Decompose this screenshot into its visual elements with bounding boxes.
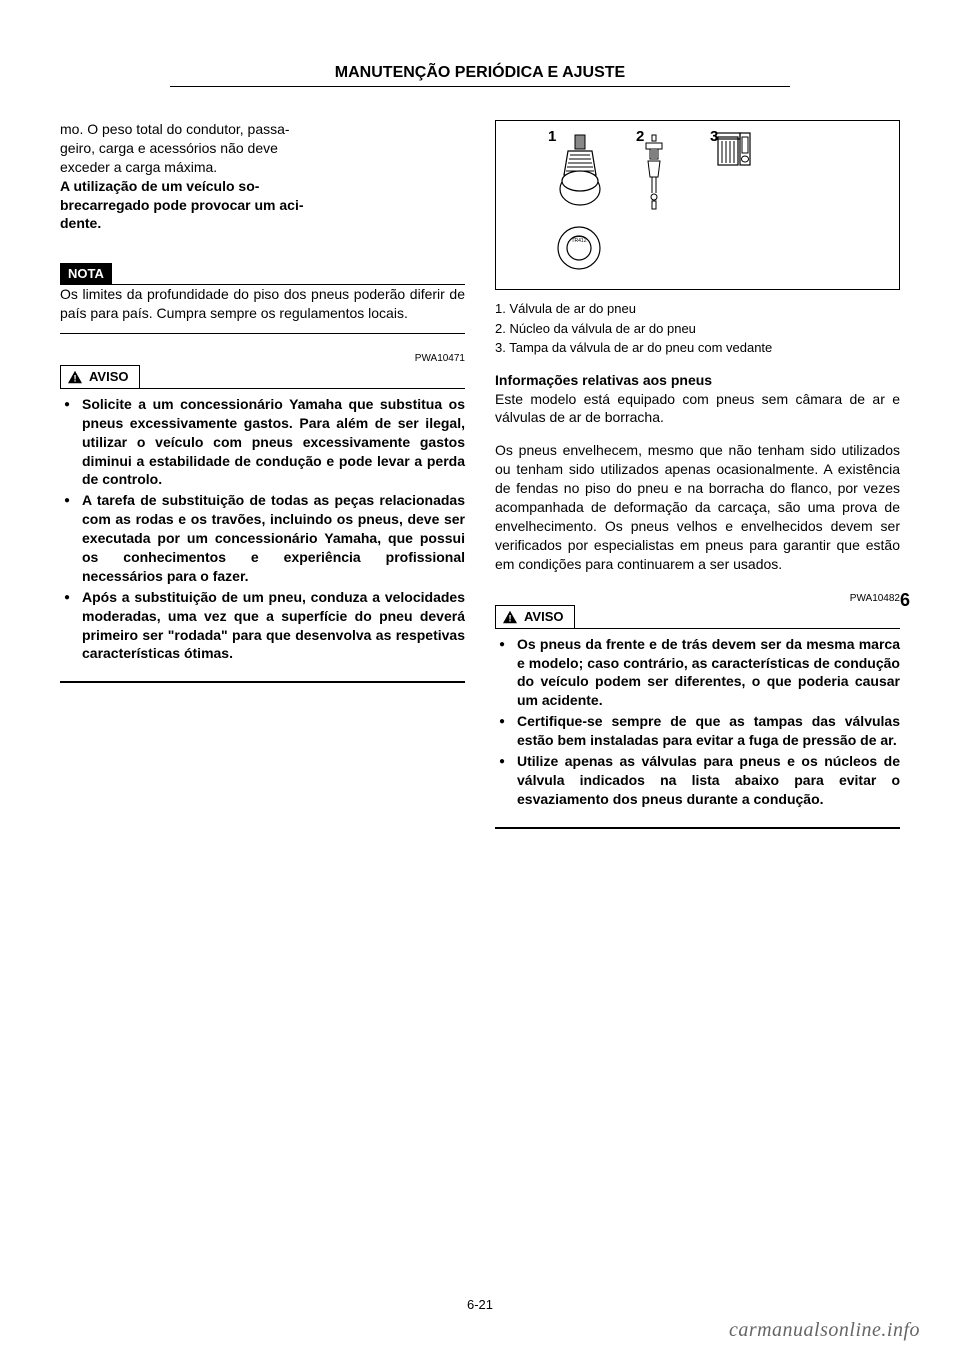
figure-caption-line: 3. Tampa da válvula de ar do pneu com ve… — [495, 339, 900, 357]
body-text: geiro, carga e acessórios não deve — [60, 139, 465, 158]
aviso-item: Solicite a um concessionário Yamaha que … — [82, 395, 465, 489]
aviso-end-rule — [495, 827, 900, 829]
content-columns: mo. O peso total do condutor, passa- gei… — [60, 120, 900, 829]
page-title: MANUTENÇÃO PERIÓDICA E AJUSTE — [0, 64, 960, 82]
body-text: brecarregado pode provocar um aci- — [60, 196, 465, 215]
aviso-label: ! AVISO — [495, 605, 575, 629]
aviso-block: PWA10482 ! AVISO Os pneus da frente e de… — [495, 592, 900, 829]
aviso-item: Utilize apenas as válvulas para pneus e … — [517, 752, 900, 809]
body-text: dente. — [60, 214, 465, 233]
footer-watermark: carmanualsonline.info — [729, 1319, 920, 1342]
body-text: exceder a carga máxima. — [60, 158, 465, 177]
right-column: 1 2 3 TR412 — [495, 120, 900, 829]
nota-label: NOTA — [60, 263, 112, 285]
aviso-block: PWA10471 ! AVISO Solicite a um concessio… — [60, 352, 465, 684]
aviso-code: PWA10482 — [495, 592, 900, 606]
aviso-list: Solicite a um concessionário Yamaha que … — [60, 395, 465, 663]
manual-page: MANUTENÇÃO PERIÓDICA E AJUSTE 6 mo. O pe… — [0, 0, 960, 1358]
svg-text:TR412: TR412 — [571, 238, 586, 244]
body-text: A utilização de um veículo so- — [60, 177, 465, 196]
warning-triangle-icon: ! — [502, 610, 518, 624]
figure-caption: 1. Válvula de ar do pneu 2. Núcleo da vá… — [495, 300, 900, 357]
aviso-code: PWA10471 — [60, 352, 465, 366]
valve-disc-icon: TR412 — [556, 225, 602, 271]
svg-text:!: ! — [508, 613, 511, 623]
header-rule — [170, 86, 790, 87]
tire-valve-icon — [556, 133, 604, 213]
page-number: 6-21 — [0, 1297, 960, 1312]
section-tab: 6 — [900, 590, 910, 611]
aviso-item: Após a substituição de um pneu, conduza … — [82, 588, 465, 664]
svg-text:!: ! — [73, 374, 76, 384]
tire-valve-figure: 1 2 3 TR412 — [495, 120, 900, 290]
aviso-label-text: AVISO — [524, 608, 564, 626]
aviso-label-text: AVISO — [89, 368, 129, 386]
body-text: Este modelo está equipado com pneus sem … — [495, 390, 900, 428]
valve-core-icon — [644, 133, 664, 213]
aviso-item: Certifique-se sempre de que as tampas da… — [517, 712, 900, 750]
figure-caption-line: 2. Núcleo da válvula de ar do pneu — [495, 320, 900, 338]
nota-end-rule — [60, 333, 465, 334]
aviso-item: A tarefa de substituição de todas as peç… — [82, 491, 465, 585]
body-text: Os pneus envelhecem, mesmo que não tenha… — [495, 441, 900, 573]
valve-cap-icon — [712, 129, 754, 171]
body-paragraphs: Informações relativas aos pneus Este mod… — [495, 371, 900, 574]
nota-body: Os limites da profundidade do piso dos p… — [60, 285, 465, 323]
section-heading: Informações relativas aos pneus — [495, 371, 900, 390]
aviso-item: Os pneus da frente e de trás devem ser d… — [517, 635, 900, 711]
body-text: mo. O peso total do condutor, passa- — [60, 120, 465, 139]
left-column: mo. O peso total do condutor, passa- gei… — [60, 120, 465, 829]
aviso-end-rule — [60, 681, 465, 683]
aviso-label: ! AVISO — [60, 365, 140, 389]
figure-caption-line: 1. Válvula de ar do pneu — [495, 300, 900, 318]
nota-block: NOTA Os limites da profundidade do piso … — [60, 263, 465, 333]
warning-triangle-icon: ! — [67, 370, 83, 384]
aviso-list: Os pneus da frente e de trás devem ser d… — [495, 635, 900, 809]
